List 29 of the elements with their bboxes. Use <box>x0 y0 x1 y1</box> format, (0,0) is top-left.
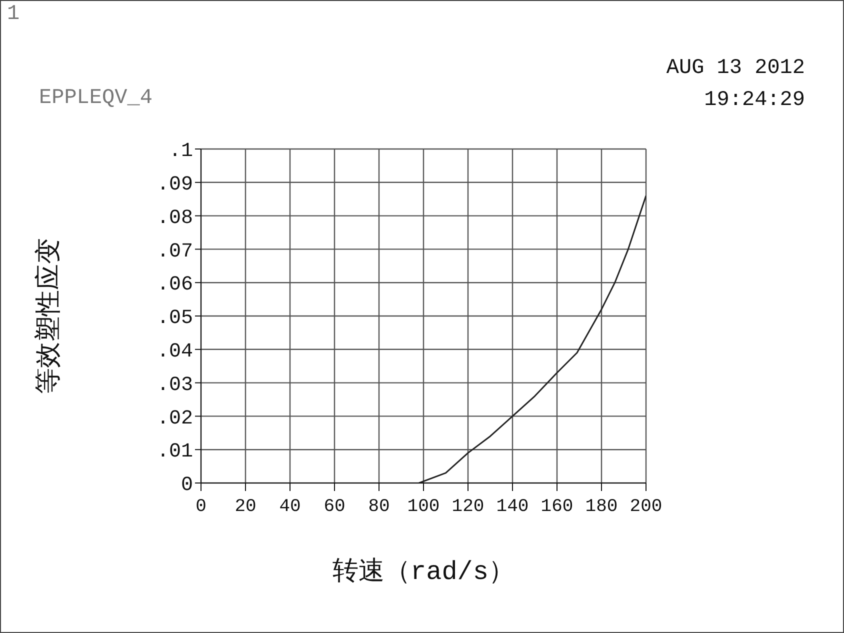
line-series <box>418 195 646 483</box>
x-tick-label: 60 <box>324 497 346 517</box>
text: AUG 13 2012 <box>666 57 805 80</box>
y-tick-label: .08 <box>156 206 193 230</box>
y-tick-label: .06 <box>156 274 193 297</box>
x-tick-label: 160 <box>540 497 574 517</box>
y-tick-label: .01 <box>156 440 193 464</box>
text: EPPLEQV_4 <box>39 87 152 110</box>
text: 1 <box>7 3 20 26</box>
y-tick-label: .09 <box>156 174 193 196</box>
y-tick-label: 0 <box>180 474 193 498</box>
x-axis-title: 转速（rad/s） <box>331 556 516 588</box>
x-tick-label: 180 <box>585 497 618 517</box>
y-tick-label: .03 <box>156 374 193 397</box>
y-tick-label: .05 <box>156 307 193 330</box>
x-tick-label: 200 <box>630 497 662 517</box>
x-tick-label: 80 <box>368 497 390 517</box>
y-tick-label: .1 <box>168 140 193 164</box>
y-tick-label: .02 <box>156 407 193 430</box>
x-tick-label: 40 <box>279 497 301 517</box>
x-tick-label: 120 <box>452 497 484 517</box>
y-tick-label: .07 <box>156 240 193 264</box>
x-tick-label: 0 <box>196 497 206 517</box>
y-axis-title: 等效塑性应变 <box>32 238 64 394</box>
text: 19:24:29 <box>704 89 805 112</box>
x-tick-label: 20 <box>234 497 256 517</box>
x-tick-label: 100 <box>407 497 440 517</box>
y-tick-label: .04 <box>156 340 193 364</box>
x-tick-label: 140 <box>496 497 529 517</box>
